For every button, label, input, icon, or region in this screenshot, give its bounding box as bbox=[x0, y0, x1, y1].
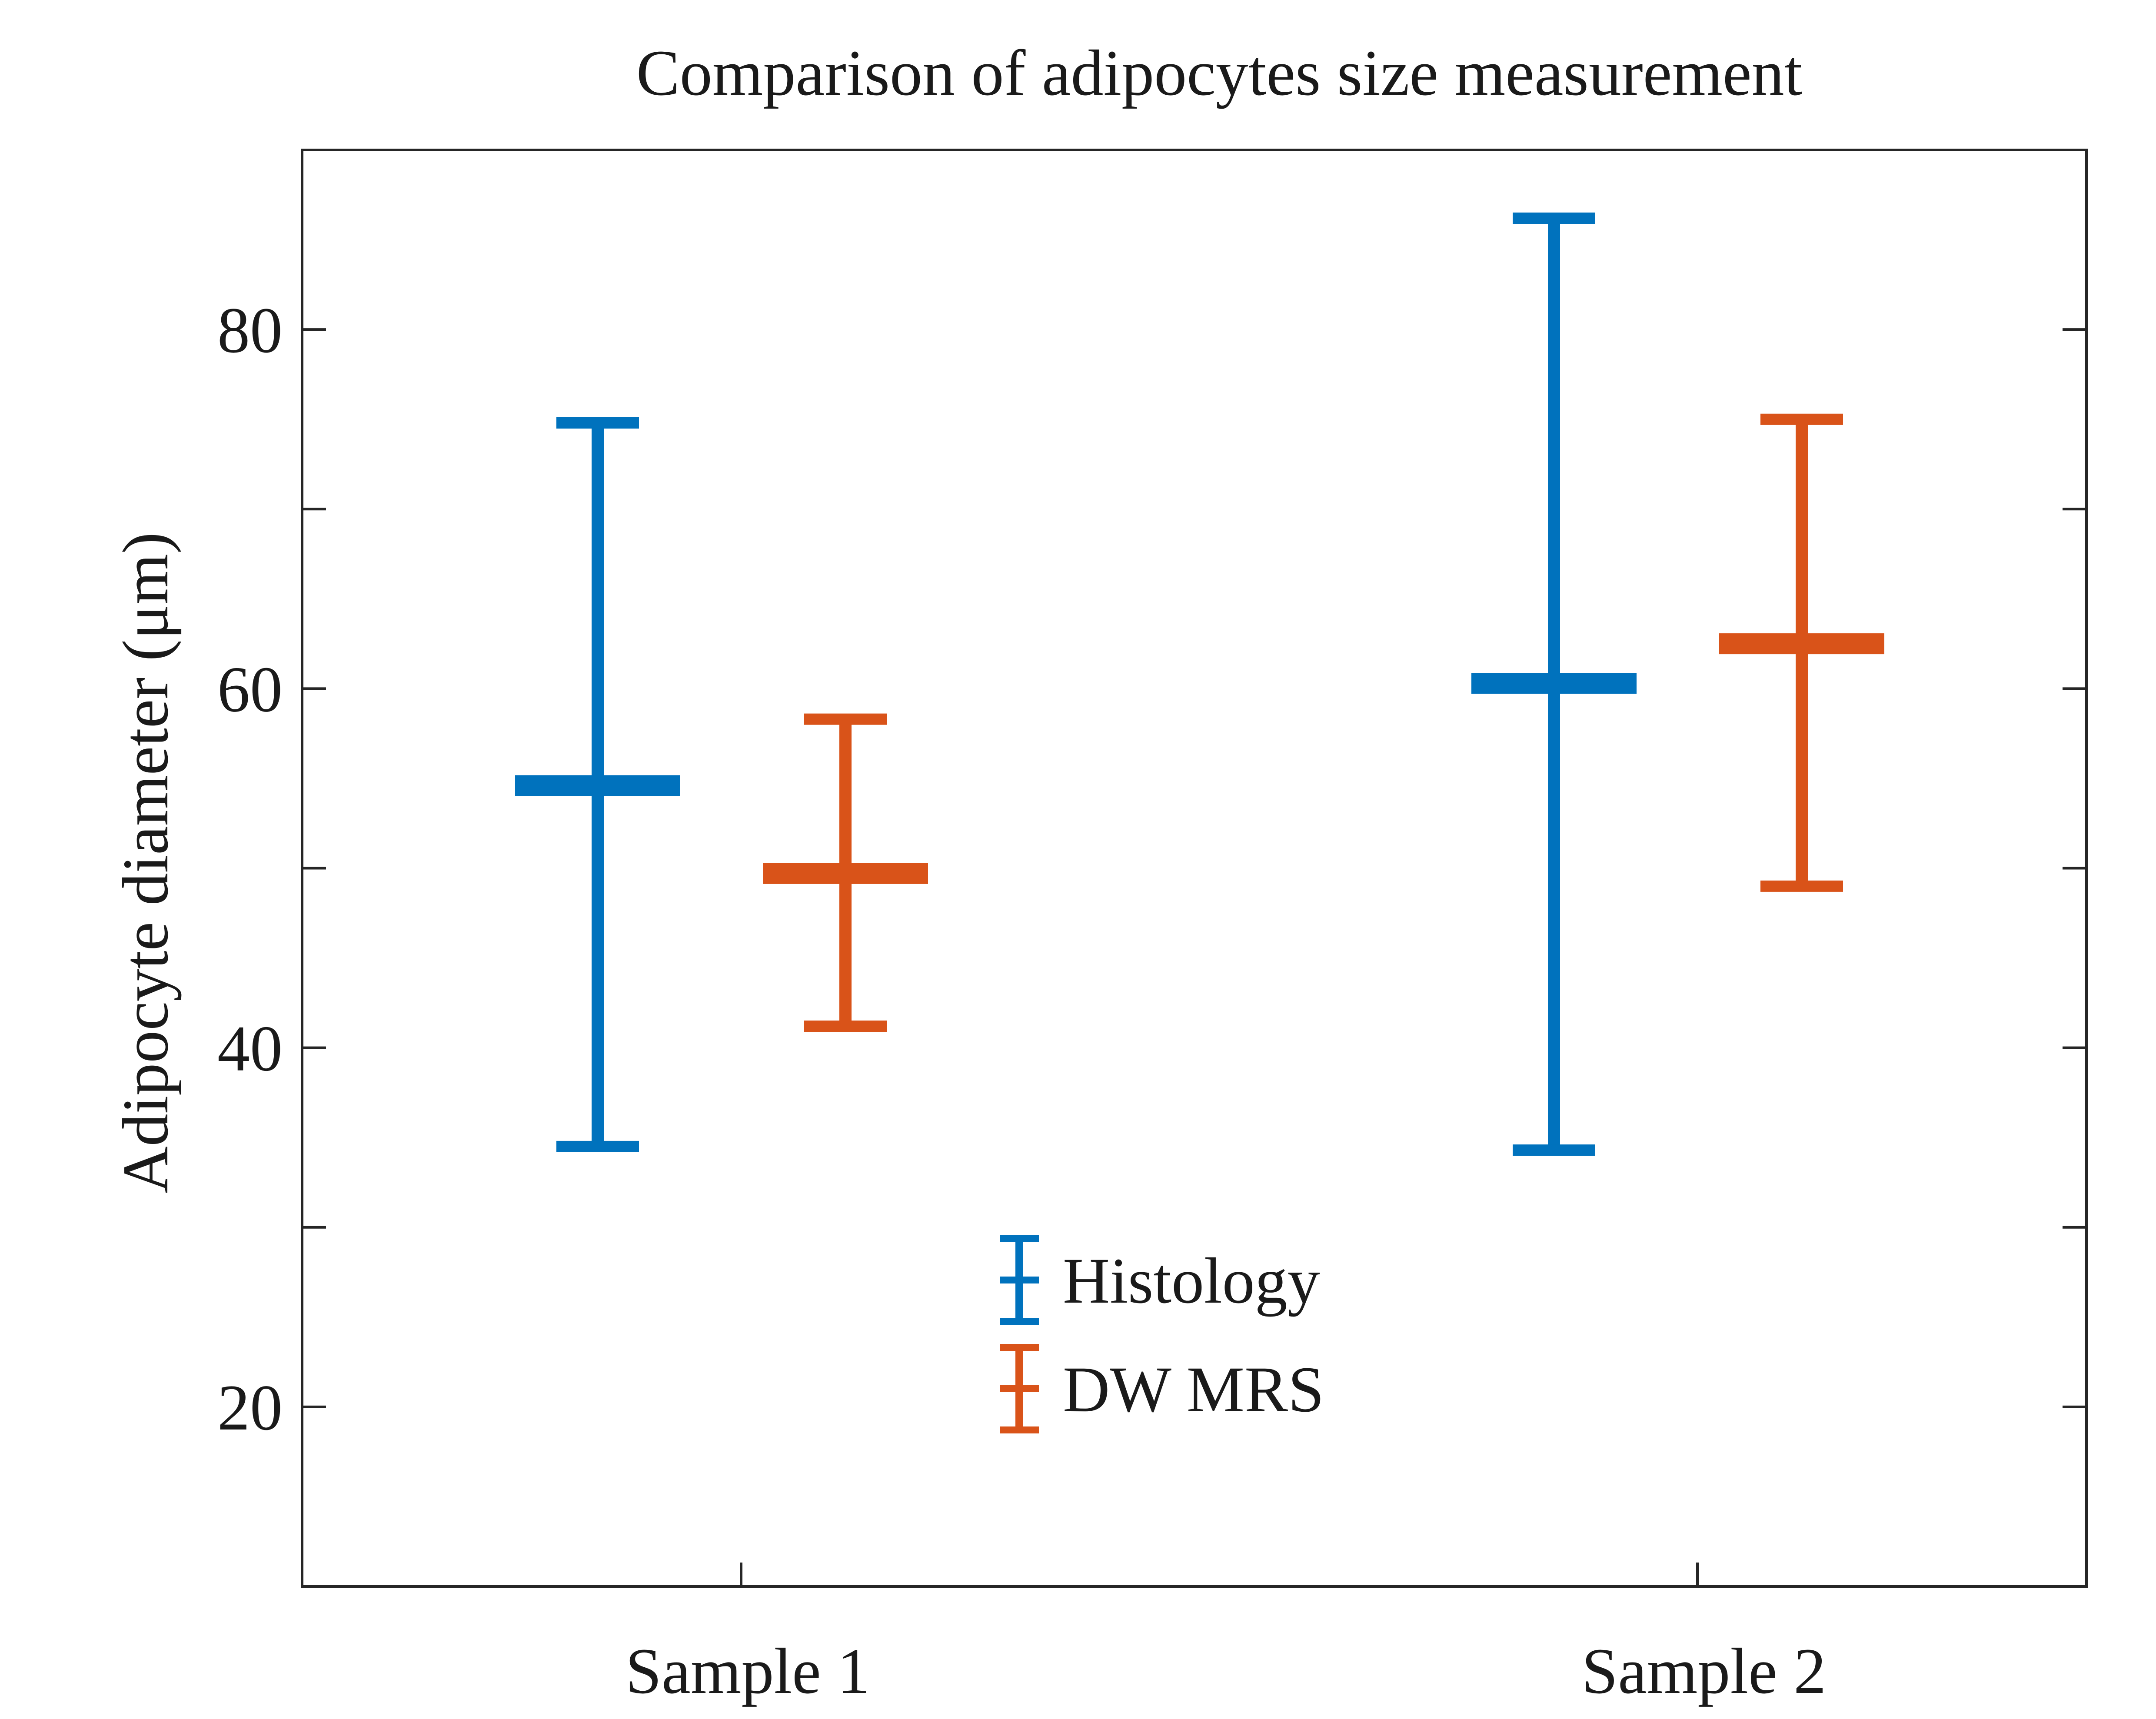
y-axis-label: Adipocyte diameter (μm) bbox=[110, 532, 182, 1194]
legend: Histology DW MRS bbox=[1000, 1235, 1324, 1433]
axes-layer: 20 40 60 80 Sample 1 Sample 2 bbox=[217, 149, 2088, 1707]
x-tick-label: Sample 2 bbox=[1582, 1635, 1826, 1707]
legend-item: Histology bbox=[1000, 1235, 1320, 1325]
text-layer: Comparison of adipocytes size measuremen… bbox=[110, 37, 1802, 1194]
series-histology bbox=[515, 212, 1637, 1156]
y-tick-label: 60 bbox=[217, 653, 283, 725]
marks-layer bbox=[515, 212, 1884, 1156]
series-dw-mrs bbox=[763, 413, 1884, 1032]
y-tick-label: 20 bbox=[217, 1372, 283, 1444]
legend-label: DW MRS bbox=[1063, 1353, 1324, 1426]
chart-title: Comparison of adipocytes size measuremen… bbox=[636, 37, 1803, 109]
legend-label: Histology bbox=[1063, 1245, 1320, 1317]
y-tick-label: 40 bbox=[217, 1013, 283, 1085]
x-tick-label: Sample 1 bbox=[626, 1635, 870, 1707]
y-tick-label: 80 bbox=[217, 294, 283, 366]
legend-item: DW MRS bbox=[1000, 1344, 1324, 1433]
